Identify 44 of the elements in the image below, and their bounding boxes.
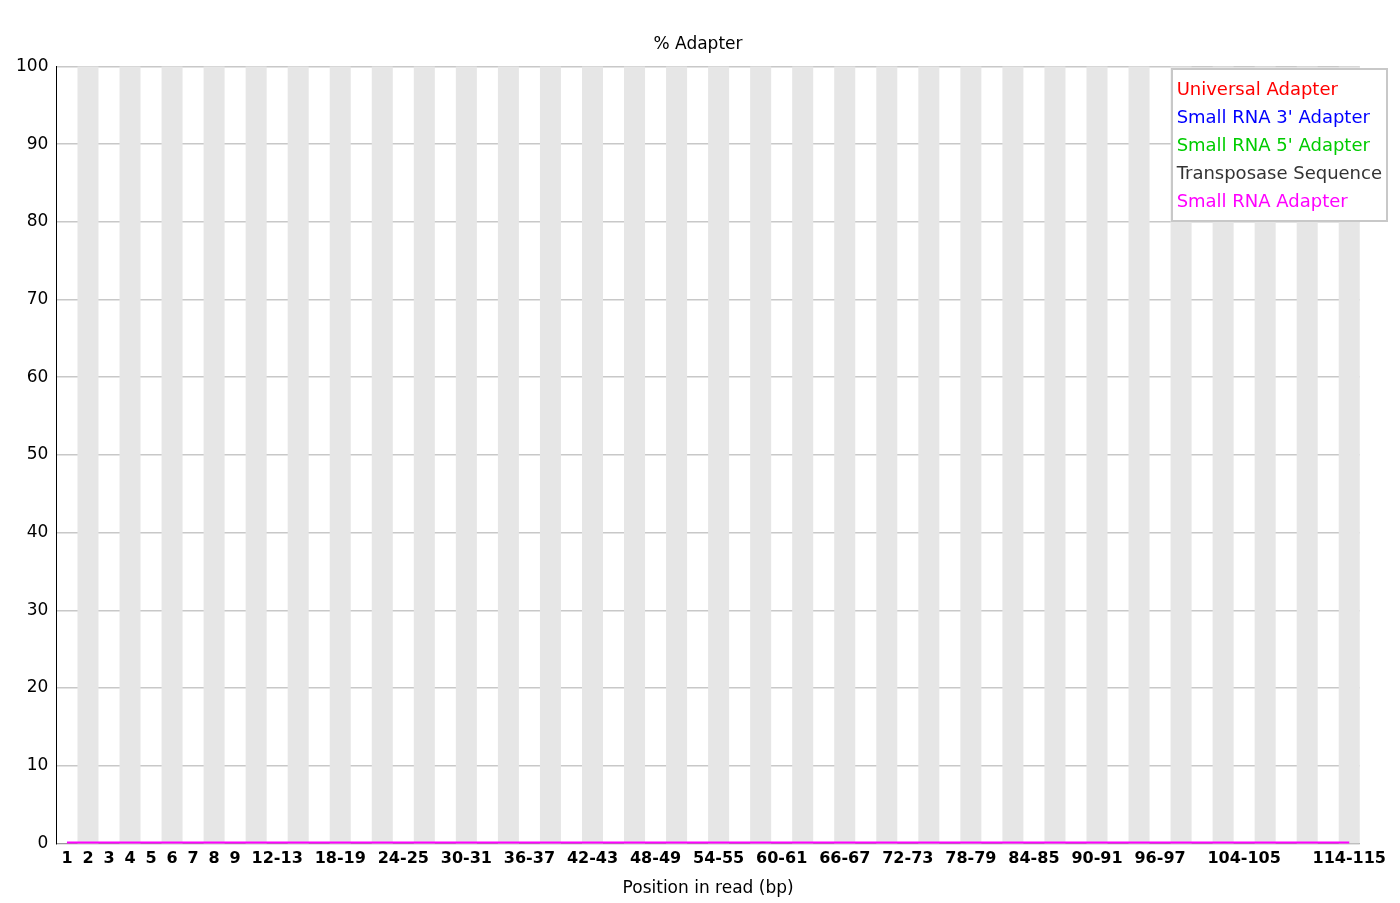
x-tick-label: 104-105 [1207, 848, 1281, 868]
x-tick-label: 48-49 [629, 848, 682, 868]
x-tick-label: 66-67 [819, 848, 871, 868]
y-tick-label: 50 [26, 443, 49, 464]
x-tick-label: 5 [145, 848, 157, 868]
text: Small RNA Adapter [1176, 190, 1349, 211]
x-tick-label: 54-55 [693, 848, 745, 868]
x-tick-label: 3 [103, 848, 115, 868]
x-tick-label: 36-37 [503, 848, 556, 868]
y-tick-label: 0 [37, 831, 49, 852]
x-tick-label: 12-13 [251, 848, 303, 868]
x-tick-label: 90-91 [1071, 848, 1123, 868]
x-tick-label: 114-115 [1312, 848, 1386, 868]
x-tick-label: 8 [208, 848, 220, 868]
y-tick-label: 90 [26, 132, 49, 153]
y-tick-label: 30 [26, 598, 49, 619]
x-tick-label: 42-43 [566, 848, 619, 868]
y-tick-label: 100 [15, 54, 49, 75]
y-tick-label: 10 [26, 754, 49, 775]
y-tick-label: 70 [26, 287, 49, 308]
y-tick-label: 60 [26, 365, 49, 386]
x-tick-label: 60-61 [756, 848, 808, 868]
y-tick-label: 80 [26, 210, 49, 231]
x-tick-label: 4 [124, 848, 136, 868]
y-tick-label: 40 [26, 521, 49, 542]
x-tick-label: 7 [187, 848, 199, 868]
x-tick-label: 96-97 [1134, 848, 1186, 868]
y-tick-label: 20 [26, 676, 49, 697]
x-tick-label: 1 [61, 848, 73, 868]
x-tick-label: 78-79 [945, 848, 997, 868]
x-tick-label: 2 [82, 848, 94, 868]
x-tick-label: 30-31 [440, 848, 492, 868]
x-tick-label: 72-73 [882, 848, 934, 868]
x-tick-label: 24-25 [377, 848, 429, 868]
x-axis-title: Position in read (bp) [622, 877, 794, 898]
x-tick-label: 18-19 [314, 848, 366, 868]
legend-label: Small RNA 5' Adapter [1176, 134, 1371, 155]
x-tick-label: 6 [166, 848, 178, 868]
legend-label: Small RNA 3' Adapter [1176, 106, 1371, 127]
legend-label: Universal Adapter [1176, 78, 1339, 99]
x-tick-label: 84-85 [1008, 848, 1060, 868]
chart-title: % Adapter [653, 32, 743, 53]
x-tick-label: 9 [229, 848, 241, 868]
legend-label: Transposase Sequence [1176, 162, 1382, 183]
